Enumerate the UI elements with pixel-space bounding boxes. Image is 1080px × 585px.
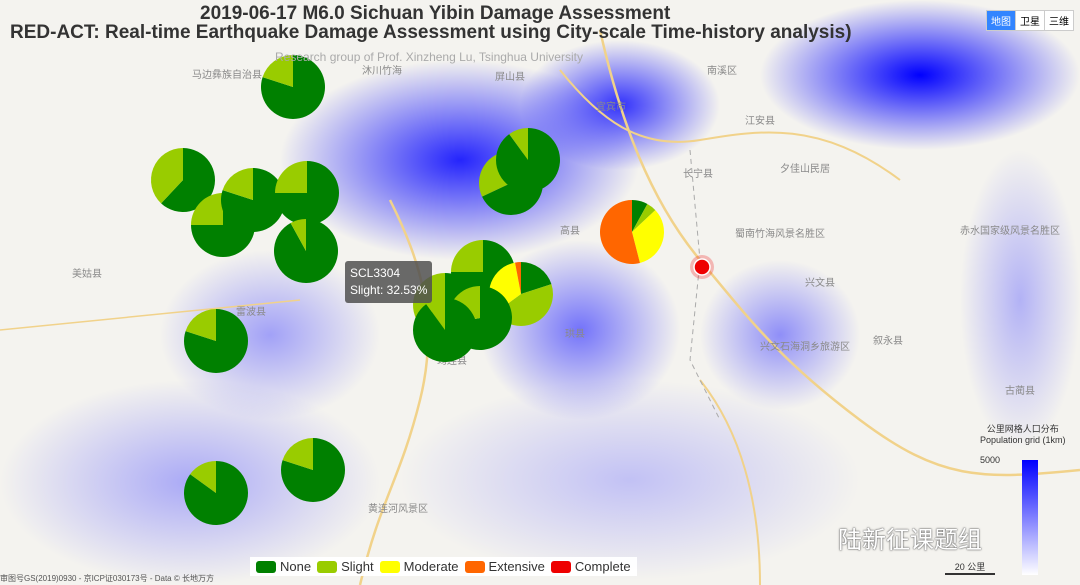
legend-swatch	[379, 560, 400, 573]
credit: Research group of Prof. Xinzheng Lu, Tsi…	[275, 50, 583, 64]
pie-slice-slight[interactable]	[222, 168, 253, 200]
pie-slice-slight[interactable]	[262, 55, 293, 87]
place-label: 马边彝族自治县	[192, 70, 262, 81]
pie-slice-extensive[interactable]	[599, 200, 640, 264]
map-type-satellite-button[interactable]: 卫星	[1015, 11, 1044, 30]
pie-slice-slight[interactable]	[185, 309, 216, 341]
place-label: 兴文县	[805, 278, 835, 289]
place-label: 宜宾市	[596, 102, 626, 113]
place-label: 兴文石海洞乡旅游区	[760, 342, 850, 353]
damage-legend: None Slight Moderate Extensive Complete	[250, 557, 637, 576]
map-subtitle: RED-ACT: Real-time Earthquake Damage Ass…	[10, 22, 852, 43]
pie-slice-none[interactable]	[521, 262, 552, 294]
map-type-map-button[interactable]: 地图	[987, 11, 1015, 30]
place-label: 美姑县	[72, 269, 102, 280]
map-type-switch: 地图 卫星 三维	[986, 10, 1074, 31]
damage-pie[interactable]	[261, 55, 326, 119]
pie-slice-slight[interactable]	[191, 193, 223, 225]
pie-slice-slight[interactable]	[275, 161, 307, 193]
map-title: 2019-06-17 M6.0 Sichuan Yibin Damage Ass…	[200, 3, 671, 24]
pie-slice-slight[interactable]	[151, 148, 183, 204]
place-label: 叙永县	[873, 336, 903, 347]
legend-item-extensive[interactable]: Extensive	[464, 559, 545, 574]
population-legend-title-en: Population grid (1km)	[980, 435, 1066, 445]
legend-label: Complete	[574, 559, 631, 574]
pie-slice-slight[interactable]	[509, 128, 528, 160]
watermark: 陆新征课题组	[838, 527, 982, 554]
pie-slice-none[interactable]	[161, 148, 215, 212]
pie-slice-slight[interactable]	[632, 203, 656, 232]
damage-pie[interactable]	[412, 298, 477, 362]
legend-swatch	[464, 560, 485, 573]
damage-pie[interactable]	[496, 128, 560, 192]
damage-pie[interactable]	[599, 200, 665, 264]
copyright: 审图号GS(2019)0930 - 京ICP证030173号 - Data © …	[0, 574, 214, 583]
legend-label: None	[280, 559, 312, 574]
damage-pie[interactable]	[183, 461, 248, 525]
legend-swatch	[256, 560, 276, 573]
legend-label: Extensive	[488, 559, 545, 574]
pie-slice-slight[interactable]	[282, 438, 313, 470]
population-gradient-bar[interactable]	[1022, 460, 1038, 575]
place-label: 沐川竹海	[362, 66, 402, 77]
legend-item-complete[interactable]: Complete	[550, 559, 631, 574]
pie-slice-slight[interactable]	[426, 298, 445, 330]
pie-slice-extensive[interactable]	[515, 262, 521, 294]
damage-pie[interactable]	[151, 148, 215, 212]
legend-swatch	[550, 560, 571, 573]
pie-slice-none[interactable]	[412, 298, 477, 362]
damage-pie[interactable]	[183, 309, 249, 373]
place-label: 江安县	[745, 116, 775, 127]
scale-bar: 20 公里	[945, 560, 995, 575]
damage-pie[interactable]	[221, 168, 285, 232]
place-label: 屏山县	[495, 72, 525, 83]
damage-pie[interactable]	[280, 438, 345, 502]
pie-slice-slight[interactable]	[190, 461, 216, 493]
place-label: 南溪区	[707, 66, 737, 77]
place-label: 筠连县	[437, 356, 467, 367]
pie-slice-slight[interactable]	[451, 240, 483, 272]
legend-item-none[interactable]: None	[256, 559, 311, 574]
tooltip-name: SCL3304	[350, 266, 401, 280]
place-label: 蜀南竹海风景名胜区	[735, 229, 825, 240]
pie-slice-moderate[interactable]	[632, 210, 665, 263]
legend-swatch	[317, 560, 338, 573]
tooltip-value: Slight: 32.53%	[350, 283, 428, 297]
place-label: 夕佳山民居	[780, 164, 830, 175]
legend-item-moderate[interactable]: Moderate	[379, 559, 459, 574]
map-type-3d-button[interactable]: 三维	[1044, 11, 1073, 30]
place-label: 赤水国家级风景名胜区	[960, 226, 1060, 237]
pie-slice-none[interactable]	[632, 200, 648, 232]
place-label: 高县	[560, 226, 580, 237]
population-legend-max: 5000	[980, 455, 1001, 465]
tooltip: SCL3304 Slight: 32.53%	[345, 261, 433, 303]
population-legend-title-cn: 公里网格人口分布	[986, 424, 1059, 434]
legend-item-slight[interactable]: Slight	[317, 559, 374, 574]
place-label: 古蔺县	[1005, 386, 1035, 397]
legend-label: Moderate	[403, 559, 459, 574]
place-label: 雷波县	[236, 307, 266, 318]
place-label: 黄连河风景区	[368, 504, 428, 515]
pie-slice-slight[interactable]	[290, 219, 306, 251]
population-legend: 公里网格人口分布 Population grid (1km) 5000	[980, 422, 1066, 465]
legend-label: Slight	[341, 559, 374, 574]
damage-pie[interactable]	[274, 219, 338, 283]
place-label: 长宁县	[683, 169, 713, 180]
place-label: 珙县	[565, 329, 585, 340]
epicenter-marker[interactable]	[693, 258, 711, 276]
damage-pie[interactable]	[275, 161, 339, 225]
